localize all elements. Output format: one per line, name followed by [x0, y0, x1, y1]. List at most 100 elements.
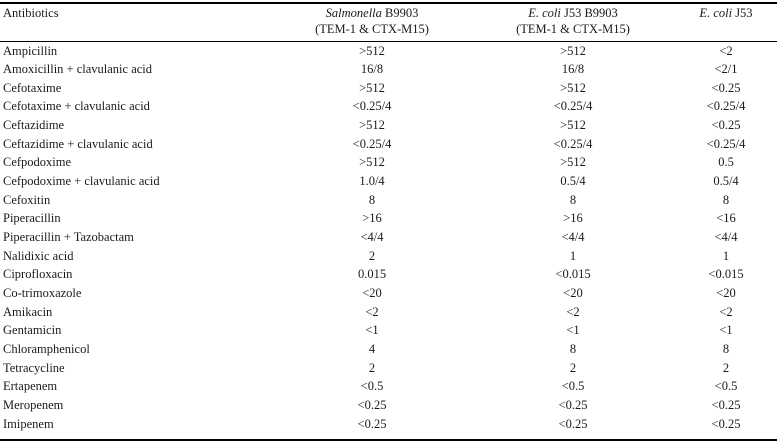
table-row: Amikacin <2 <2 <2 [0, 303, 777, 322]
value-ecoli-j53-b9903: >512 [560, 118, 586, 133]
header-salmonella-b9903: Salmonella B9903 (TEM-1 & CTX-M15) [315, 5, 429, 37]
table-row: Cefotaxime + clavulanic acid <0.25/4 <0.25… [0, 97, 777, 116]
value-salmonella-b9903: <0.5 [360, 379, 384, 394]
value-ecoli-j53: 2 [722, 360, 730, 375]
value-ecoli-j53: 0.5/4 [713, 174, 739, 189]
table-row: Cefotaxime >512 >512 <0.25 [0, 79, 777, 98]
antibiotic-name: Ampicillin [3, 43, 58, 58]
value-salmonella-b9903: <1 [365, 323, 379, 338]
value-ecoli-j53-b9903: >512 [560, 43, 586, 58]
value-ecoli-j53: <0.25/4 [706, 99, 746, 114]
antibiotic-name: Piperacillin + Tazobactam [3, 230, 134, 244]
value-ecoli-j53-b9903: 0.5/4 [560, 174, 586, 189]
header-antibiotics: Antibiotics [3, 6, 59, 20]
value-ecoli-j53: <0.25 [711, 416, 741, 431]
antibiotic-name: Ceftazidime [3, 118, 65, 133]
value-salmonella-b9903: 4 [368, 341, 376, 356]
value-ecoli-j53-b9903: <4/4 [561, 230, 585, 244]
table-row: Amoxicillin + clavulanic acid 16/8 16/8 <2/… [0, 60, 777, 79]
antibiotic-name: Cefotaxime + clavulanic acid [3, 99, 150, 114]
table-row: Chloramphenicol 4 8 8 [0, 340, 777, 359]
value-ecoli-j53-b9903: <20 [563, 285, 583, 300]
value-salmonella-b9903: 2 [368, 248, 376, 263]
value-ecoli-j53: <1 [719, 323, 733, 338]
antibiotic-name: Piperacillin [3, 211, 61, 226]
value-ecoli-j53-b9903: <1 [566, 323, 580, 338]
header-ecoli-j53-b9903: E. coli J53 B9903 (TEM-1 & CTX-M15) [516, 5, 630, 37]
header-col1-line2: (TEM-1 & CTX-M15) [315, 22, 429, 36]
value-ecoli-j53-b9903: 8 [569, 192, 577, 207]
value-ecoli-j53: <20 [716, 285, 736, 300]
value-ecoli-j53-b9903: 2 [569, 360, 577, 375]
antibiotic-name: Gentamicin [3, 323, 62, 338]
value-ecoli-j53: <0.25 [711, 80, 741, 95]
antibiotic-name: Cefotaxime [3, 80, 62, 95]
antibiotic-name: Cefoxitin [3, 192, 51, 207]
table-row: Meropenem <0.25 <0.25 <0.25 [0, 396, 777, 415]
table-row: Ceftazidime + clavulanic acid <0.25/4 <0.2… [0, 135, 777, 154]
value-ecoli-j53-b9903: <0.5 [561, 379, 585, 394]
antibiotic-name: Cefpodoxime + clavulanic acid [3, 174, 160, 189]
value-salmonella-b9903: 2 [368, 360, 376, 375]
value-salmonella-b9903: 8 [368, 192, 376, 207]
value-ecoli-j53: 1 [722, 248, 730, 263]
value-ecoli-j53: 8 [722, 341, 730, 356]
value-salmonella-b9903: 1.0/4 [359, 174, 385, 189]
table-row: Cefpodoxime + clavulanic acid 1.0/4 0.5/4 0… [0, 172, 777, 191]
value-ecoli-j53-b9903: <0.25 [558, 416, 588, 431]
table-row: Ceftazidime >512 >512 <0.25 [0, 116, 777, 135]
value-ecoli-j53: <0.25 [711, 118, 741, 133]
header-ecoli-j53: E. coli J53 [699, 5, 752, 21]
value-ecoli-j53-b9903: 1 [569, 248, 577, 263]
antibiotic-name: Ceftazidime + clavulanic acid [3, 136, 153, 151]
table-row: Gentamicin <1 <1 <1 [0, 321, 777, 340]
value-ecoli-j53: <0.25 [711, 397, 741, 412]
table-row: Ertapenem <0.5 <0.5 <0.5 [0, 377, 777, 396]
table-row: Imipenem <0.25 <0.25 <0.25 [0, 415, 777, 434]
value-ecoli-j53-b9903: 8 [569, 341, 577, 356]
table-row: Piperacillin + Tazobactam <4/4 <4/4 <4/4 [0, 228, 777, 247]
value-salmonella-b9903: 0.015 [357, 267, 387, 282]
header-col3-rest: J53 [732, 6, 753, 20]
table-row: Nalidixic acid 2 1 1 [0, 247, 777, 266]
table-top-rule [0, 2, 777, 4]
value-salmonella-b9903: <0.25 [357, 416, 387, 431]
header-col3-italic: E. coli [699, 6, 733, 20]
value-ecoli-j53: <2/1 [714, 62, 738, 77]
header-col2-line2: (TEM-1 & CTX-M15) [516, 22, 630, 36]
antibiotic-name: Nalidixic acid [3, 248, 74, 263]
antibiotic-name: Chloramphenicol [3, 341, 90, 356]
antibiotic-name: Ciprofloxacin [3, 267, 73, 282]
value-ecoli-j53-b9903: <0.25/4 [553, 136, 593, 151]
header-col2-rest: J53 B9903 [560, 6, 618, 20]
value-ecoli-j53-b9903: <0.015 [555, 267, 591, 282]
value-ecoli-j53-b9903: >16 [563, 211, 583, 226]
value-salmonella-b9903: <0.25/4 [352, 136, 392, 151]
table-row: Tetracycline 2 2 2 [0, 359, 777, 378]
value-salmonella-b9903: 16/8 [360, 62, 384, 77]
value-salmonella-b9903: <0.25/4 [352, 99, 392, 114]
value-salmonella-b9903: >512 [359, 80, 385, 95]
value-ecoli-j53-b9903: >512 [560, 80, 586, 95]
table-bottom-rule [0, 439, 777, 441]
value-salmonella-b9903: <0.25 [357, 397, 387, 412]
value-ecoli-j53: <0.5 [714, 379, 738, 394]
value-ecoli-j53-b9903: <0.25/4 [553, 99, 593, 114]
antibiotic-name: Amikacin [3, 304, 53, 319]
value-ecoli-j53: <2 [719, 43, 733, 58]
antibiotic-name: Amoxicillin + clavulanic acid [3, 62, 153, 77]
table-row: Ampicillin >512 >512 <2 [0, 42, 777, 61]
value-ecoli-j53: 8 [722, 192, 730, 207]
value-ecoli-j53: <0.015 [708, 267, 744, 282]
table-row: Ciprofloxacin 0.015 <0.015 <0.015 [0, 265, 777, 284]
value-ecoli-j53-b9903: <0.25 [558, 397, 588, 412]
header-rule [0, 41, 777, 42]
antibiotic-name: Cefpodoxime [3, 155, 72, 170]
table-row: Cefoxitin 8 8 8 [0, 191, 777, 210]
header-col1-italic: Salmonella [325, 6, 382, 20]
antibiotic-name: Meropenem [3, 397, 64, 412]
table-row: Piperacillin >16 >16 <16 [0, 209, 777, 228]
value-salmonella-b9903: <4/4 [360, 230, 384, 244]
value-ecoli-j53-b9903: 16/8 [561, 62, 585, 77]
value-ecoli-j53-b9903: <2 [566, 304, 580, 319]
